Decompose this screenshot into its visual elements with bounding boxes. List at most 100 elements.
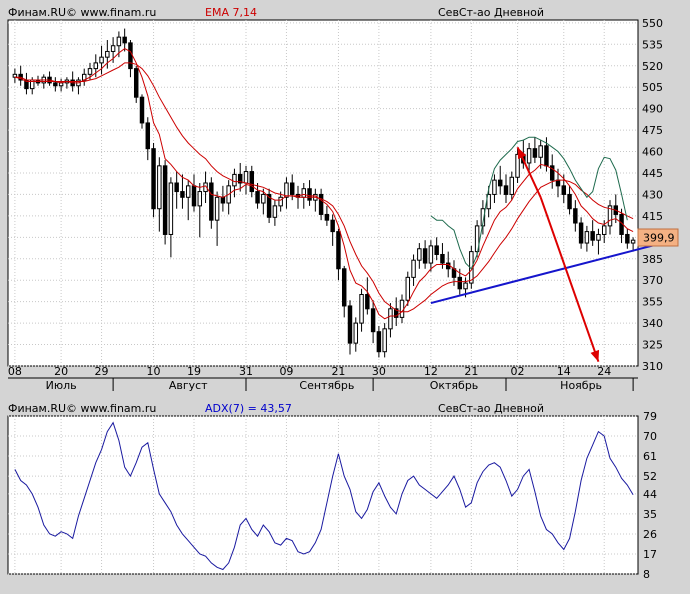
candle-body-down bbox=[434, 245, 439, 255]
price-series-ema_slow bbox=[14, 62, 634, 313]
price-y-tick-label: 385 bbox=[642, 253, 663, 266]
candle-body-up bbox=[168, 182, 174, 235]
candle bbox=[405, 271, 411, 306]
candle bbox=[122, 28, 127, 52]
price-y-tick-label: 550 bbox=[642, 17, 663, 30]
candle-body-up bbox=[243, 171, 249, 184]
candle-body-down bbox=[307, 188, 312, 201]
adx-y-tick-label: 17 bbox=[643, 548, 657, 561]
candle-body-up bbox=[87, 68, 93, 75]
candle bbox=[625, 228, 630, 249]
candle bbox=[12, 68, 18, 83]
candle bbox=[376, 325, 382, 358]
candle bbox=[203, 171, 208, 204]
candle-body-up bbox=[538, 145, 543, 158]
candle bbox=[324, 205, 330, 226]
price-x-tick-label: 19 bbox=[187, 365, 201, 378]
candle-body-up bbox=[607, 205, 613, 227]
last-price-tag-label: 399,9 bbox=[643, 232, 675, 245]
candle-body-up bbox=[272, 205, 278, 218]
candle-body-down bbox=[122, 36, 127, 44]
candle-body-up bbox=[232, 173, 237, 187]
candle bbox=[232, 168, 237, 198]
candle-body-down bbox=[376, 331, 382, 353]
candle-body-down bbox=[151, 148, 156, 210]
price-y-tick-label: 520 bbox=[642, 60, 663, 73]
arrow-up-head bbox=[517, 147, 527, 160]
price-x-tick-label: 24 bbox=[597, 365, 611, 378]
candle-body-up bbox=[492, 179, 497, 195]
month-separators bbox=[112, 378, 634, 391]
price-x-tick-label: 20 bbox=[54, 365, 68, 378]
adx-grid bbox=[8, 415, 638, 575]
candle-body-down bbox=[347, 305, 353, 344]
candle-body-down bbox=[370, 308, 376, 333]
month-labels: Июль Август Сентябрь Октябрь Ноябрь bbox=[46, 379, 602, 392]
adx-y-tick-label: 61 bbox=[643, 450, 657, 463]
candle-body-up bbox=[480, 208, 486, 227]
adx-y-tick-label: 79 bbox=[643, 410, 657, 423]
candle bbox=[393, 297, 399, 326]
candle-body-up bbox=[474, 225, 480, 253]
price-header-instrument: СевСт-ао Дневной bbox=[438, 6, 544, 19]
candle bbox=[162, 160, 168, 245]
price-candles bbox=[12, 28, 636, 358]
candle-body-up bbox=[157, 165, 162, 210]
price-y-tick-label: 340 bbox=[642, 317, 663, 330]
price-lines bbox=[14, 48, 669, 363]
candle-body-down bbox=[318, 193, 324, 215]
candle-body-up bbox=[428, 245, 434, 264]
candle bbox=[249, 165, 255, 198]
price-x-tick-label: 02 bbox=[511, 365, 525, 378]
candle-body-down bbox=[266, 193, 272, 218]
candle-body-down bbox=[180, 191, 185, 198]
candle-body-down bbox=[532, 148, 538, 158]
candle bbox=[532, 137, 538, 163]
candle-body-down bbox=[573, 208, 578, 224]
price-series-envelope bbox=[430, 136, 628, 270]
month-label: Сентябрь bbox=[299, 379, 354, 392]
candle bbox=[157, 157, 162, 232]
price-x-tick-label: 08 bbox=[8, 365, 22, 378]
candle-body-down bbox=[549, 165, 555, 181]
price-y-axis: 5505355205054904754604454304154003853703… bbox=[642, 17, 663, 373]
candle-body-up bbox=[601, 225, 607, 235]
candle-body-up bbox=[116, 36, 122, 47]
candle-body-down bbox=[365, 294, 370, 310]
candle-body-up bbox=[284, 182, 289, 198]
candle-body-up bbox=[405, 276, 411, 301]
adx-header-instrument: СевСт-ао Дневной bbox=[438, 402, 544, 415]
last-price-tag: 399,9 bbox=[637, 228, 679, 247]
candle-body-down bbox=[497, 179, 503, 187]
candle bbox=[428, 240, 434, 272]
candle-body-up bbox=[261, 193, 266, 204]
candle bbox=[336, 228, 341, 281]
candle bbox=[365, 277, 370, 315]
adx-series-line bbox=[14, 421, 634, 571]
last-price-tag-box bbox=[637, 228, 679, 247]
price-x-tick-label: 31 bbox=[239, 365, 253, 378]
candle bbox=[474, 220, 480, 258]
candle-body-down bbox=[590, 231, 595, 241]
candle bbox=[272, 200, 278, 226]
candle bbox=[209, 177, 214, 229]
candle bbox=[174, 171, 179, 209]
month-label: Август bbox=[169, 379, 208, 392]
candle-body-up bbox=[105, 50, 110, 58]
candle bbox=[133, 65, 139, 103]
candle bbox=[492, 174, 497, 204]
month-label: Ноябрь bbox=[560, 379, 602, 392]
candle bbox=[168, 177, 174, 258]
candle-body-up bbox=[12, 73, 18, 78]
candle bbox=[347, 300, 353, 355]
arrow-down-shaft bbox=[539, 196, 600, 363]
candle bbox=[284, 177, 289, 209]
price-x-tick-label: 29 bbox=[95, 365, 109, 378]
candle bbox=[573, 200, 578, 232]
candle-body-down bbox=[324, 213, 330, 221]
support-trendline bbox=[430, 240, 669, 305]
price-plot-area bbox=[7, 19, 639, 367]
price-y-tick-label: 460 bbox=[642, 146, 663, 159]
